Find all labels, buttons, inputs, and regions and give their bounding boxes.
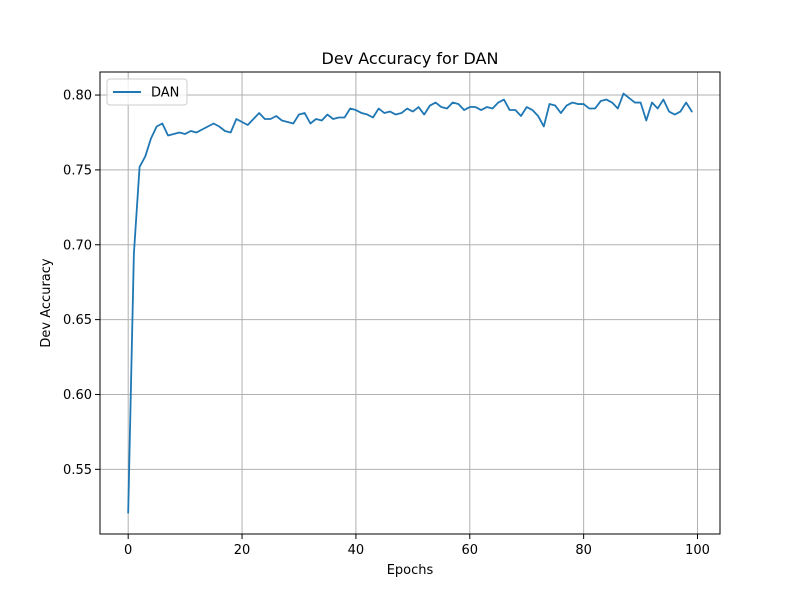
- x-axis-label: Epochs: [387, 563, 434, 578]
- y-tick-label: 0.75: [63, 163, 92, 178]
- y-tick-label: 0.70: [63, 238, 92, 253]
- grid: [100, 72, 720, 534]
- x-axis: 0 20 40 60 80 100: [124, 534, 710, 558]
- legend-box: [106, 78, 188, 106]
- series-layer: [127, 92, 693, 514]
- legend-label: DAN: [151, 86, 179, 101]
- y-tick-label: 0.65: [63, 313, 92, 328]
- x-tick-label: 0: [124, 543, 132, 558]
- x-tick-label: 80: [575, 543, 592, 558]
- series-line-dan: [127, 92, 693, 514]
- plot-frame: [99, 71, 721, 535]
- legend: DAN: [106, 78, 188, 106]
- y-tick-label: 0.80: [63, 89, 92, 104]
- x-tick-label: 100: [685, 543, 710, 558]
- y-axis-label: Dev Accuracy: [39, 258, 54, 347]
- y-tick-label: 0.60: [63, 388, 92, 403]
- y-tick-label: 0.55: [63, 463, 92, 478]
- chart-title: Dev Accuracy for DAN: [322, 49, 499, 68]
- x-tick-label: 40: [348, 543, 365, 558]
- x-tick-label: 60: [462, 543, 479, 558]
- y-axis: 0.55 0.60 0.65 0.70 0.75 0.80: [63, 89, 100, 478]
- x-tick-label: 20: [234, 543, 251, 558]
